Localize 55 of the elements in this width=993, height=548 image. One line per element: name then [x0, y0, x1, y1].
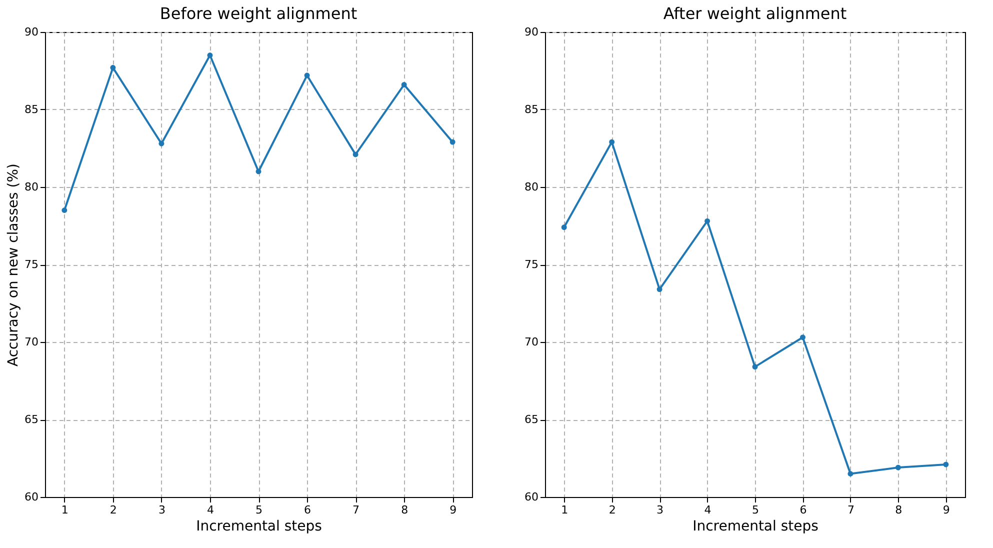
y-tick-label: 65: [524, 413, 538, 426]
chart-title: After weight alignment: [663, 4, 847, 23]
point: [110, 64, 116, 70]
point: [609, 139, 615, 145]
x-tick-label: 4: [704, 504, 712, 516]
chart-title: Before weight alignment: [160, 4, 358, 23]
point: [450, 139, 456, 145]
x-tick-label: 8: [895, 504, 902, 516]
point: [561, 224, 567, 230]
x-tick-label: 1: [61, 504, 68, 516]
y-tick-label: 85: [24, 103, 38, 116]
point: [656, 286, 662, 292]
y-tick-label: 90: [524, 26, 538, 38]
point: [848, 471, 854, 476]
point: [207, 52, 213, 58]
y-tick-label: 60: [24, 490, 38, 504]
point: [158, 140, 164, 146]
point: [704, 218, 710, 224]
point: [304, 72, 310, 78]
x-tick-label: 2: [608, 504, 616, 516]
point: [752, 364, 758, 370]
y-axis-title: Accuracy on new classes (%): [6, 164, 22, 366]
x-tick-label: 5: [752, 504, 759, 516]
x-tick-label: 3: [656, 504, 664, 516]
y-tick-label: 85: [524, 103, 538, 116]
point: [62, 208, 68, 213]
y-tick-label: 80: [524, 180, 538, 194]
point: [895, 464, 901, 470]
y-tick-label: 70: [524, 336, 538, 348]
y-tick-label: 70: [24, 336, 38, 348]
x-tick-label: 3: [158, 504, 166, 516]
point: [943, 462, 949, 468]
x-tick-label: 2: [110, 504, 117, 516]
y-tick-label: 75: [524, 258, 538, 271]
y-tick-label: 65: [24, 413, 38, 426]
y-tick-label: 90: [24, 26, 38, 38]
x-tick-label: 8: [401, 504, 408, 516]
y-tick-label: 80: [24, 180, 38, 194]
point: [401, 82, 407, 88]
point: [800, 334, 806, 340]
x-tick-label: 4: [206, 504, 214, 516]
x-tick-label: 9: [942, 504, 950, 516]
x-tick-label: 9: [450, 504, 457, 516]
x-tick-label: 5: [256, 504, 262, 516]
x-tick-label: 7: [352, 504, 360, 516]
x-tick-label: 6: [800, 504, 807, 516]
x-axis-title: Incremental steps: [692, 518, 818, 534]
x-tick-label: 6: [304, 504, 312, 516]
point: [256, 168, 262, 174]
y-tick-label: 75: [24, 258, 38, 271]
point: [352, 152, 358, 158]
y-tick-label: 60: [524, 490, 538, 504]
x-axis-title: Incremental steps: [196, 518, 322, 534]
x-tick-label: 1: [561, 504, 568, 516]
x-tick-label: 7: [847, 504, 854, 516]
